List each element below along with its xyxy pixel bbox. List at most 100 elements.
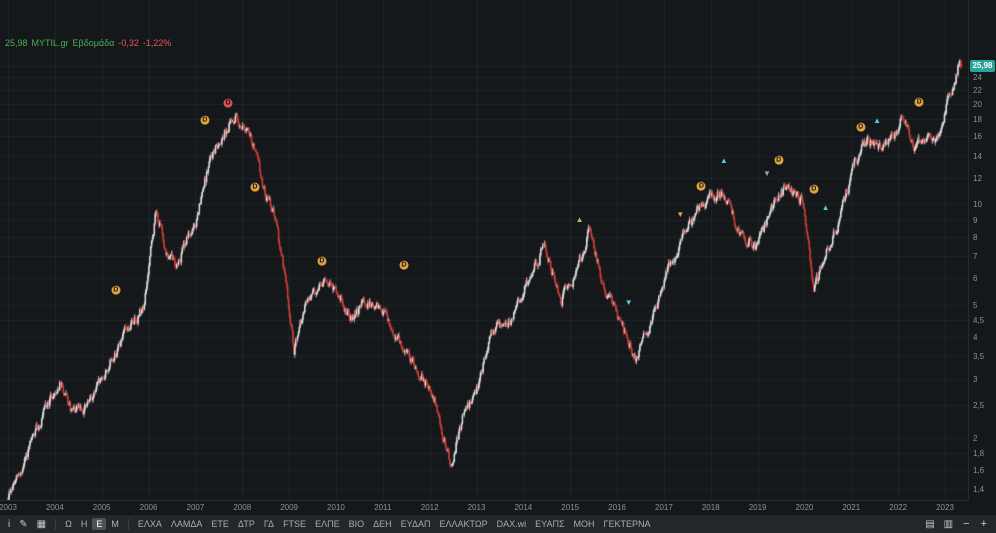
signal-arrow-marker[interactable]: ▼ [624, 297, 633, 307]
price-axis-label: 2,5 [973, 401, 985, 411]
dividend-marker[interactable]: D [250, 182, 260, 192]
legend-change-percent: -1,22% [142, 38, 172, 48]
time-axis-label: 2022 [889, 503, 908, 512]
price-axis[interactable]: 25,98 262422201816141210987654,543,532,5… [968, 0, 996, 501]
chart-area[interactable]: D D D D D D ▲ ▼ ▼ D ▲ ▼ D D ▲ D ▲ D 25,98 MYTIL.gr Εβδομάδα… [0, 0, 996, 515]
bottom-toolbar: i ✎ ▦ Ω Η Ε Μ ΕΛΧΑ ΛΑΜΔΑ ΕΤΕ ΔΤΡ ΓΔ FTSE ΕΛΠΕ ΒΙΟ ΔΕΗ ΕΥ… [0, 514, 996, 533]
time-axis-label: 2004 [45, 503, 64, 512]
price-axis-label: 3,5 [973, 352, 985, 362]
legend-symbol-name[interactable]: MYTIL.gr [31, 38, 69, 48]
watchlist-item-1[interactable]: ΛΑΜΔΑ [170, 519, 203, 529]
dividend-marker[interactable]: D [914, 97, 924, 107]
price-axis-label: 10 [973, 200, 982, 210]
draw-icon[interactable]: ✎ [19, 518, 28, 530]
toolbar-divider [127, 518, 129, 530]
time-axis-label: 2020 [795, 503, 814, 512]
watchlist-item-0[interactable]: ΕΛΧΑ [137, 519, 162, 529]
dividend-marker[interactable]: D [399, 260, 409, 270]
time-axis-label: 2019 [748, 503, 767, 512]
price-axis-label: 4,5 [973, 316, 985, 326]
info-icon[interactable]: i [8, 518, 11, 530]
signal-arrow-marker[interactable]: ▲ [821, 203, 830, 213]
legend-last-price: 25,98 [5, 38, 28, 48]
price-axis-label: 1,4 [973, 485, 985, 495]
price-axis-label: 2 [973, 433, 978, 443]
time-axis-label: 2011 [374, 503, 392, 512]
signal-arrow-marker[interactable]: ▲ [873, 115, 882, 125]
time-axis-label: 2013 [467, 503, 486, 512]
watchlist-item-9[interactable]: ΕΥΔΑΠ [400, 519, 431, 529]
dividend-marker[interactable]: D [317, 256, 327, 266]
dividend-marker[interactable]: D [111, 285, 121, 295]
toolbar-divider [55, 518, 57, 530]
time-axis-label: 2006 [139, 503, 158, 512]
chart-style-icon[interactable]: ▥ [943, 518, 954, 530]
watchlist-item-14[interactable]: ΓΕΚΤΕΡΝΑ [603, 519, 651, 529]
price-axis-label: 5 [973, 300, 978, 310]
price-axis-label: 6 [973, 274, 978, 284]
price-axis-label: 7 [973, 252, 978, 262]
time-axis-label: 2008 [233, 503, 252, 512]
time-axis-label: 2017 [654, 503, 673, 512]
price-axis-label: 4 [973, 333, 978, 343]
dividend-marker[interactable]: D [223, 98, 233, 108]
watchlist-item-13[interactable]: ΜΟΗ [573, 519, 595, 529]
price-axis-label: 16 [973, 132, 982, 142]
watchlist-item-7[interactable]: ΒΙΟ [348, 519, 365, 529]
price-axis-label: 12 [973, 173, 982, 183]
dividend-marker[interactable]: D [200, 115, 210, 125]
time-axis-label: 2003 [0, 503, 17, 512]
watchlist-item-5[interactable]: FTSE [283, 519, 307, 529]
watchlist-item-12[interactable]: ΕΥΑΠΣ [535, 519, 565, 529]
dividend-marker[interactable]: D [696, 181, 706, 191]
watchlist-item-4[interactable]: ΓΔ [263, 519, 275, 529]
price-axis-label: 9 [973, 215, 978, 225]
timeframe-button-Ω[interactable]: Ω [65, 519, 72, 529]
dividend-marker[interactable]: D [809, 184, 819, 194]
signal-arrow-marker[interactable]: ▼ [763, 168, 771, 178]
watchlist-item-6[interactable]: ΕΛΠΕ [315, 519, 340, 529]
legend-change: -0,32 [118, 38, 139, 48]
price-axis-label: 1,6 [973, 465, 985, 475]
watchlist-item-8[interactable]: ΔΕΗ [373, 519, 392, 529]
time-axis[interactable]: 2003 2004 2005 2006 2007 2008 2009 2010 2011 2012… [0, 500, 969, 515]
legend-timeframe: Εβδομάδα [72, 38, 115, 48]
time-axis-label: 2010 [327, 503, 345, 512]
time-axis-label: 2014 [514, 503, 533, 512]
watchlist-item-11[interactable]: DAX.wi [496, 519, 527, 529]
time-axis-label: 2007 [186, 503, 205, 512]
dividend-marker[interactable]: D [856, 122, 866, 132]
time-axis-label: 2023 [936, 503, 954, 512]
candlestick-chart-canvas[interactable] [0, 0, 969, 501]
dividend-marker[interactable]: D [774, 155, 784, 165]
price-axis-label: 18 [973, 115, 982, 125]
watchlist-item-10[interactable]: ΕΛΛΑΚΤΩΡ [439, 519, 488, 529]
layout-grid-icon[interactable]: ▦ [36, 518, 47, 530]
time-axis-label: 2016 [608, 503, 626, 512]
timeframe-button-Μ[interactable]: Μ [111, 519, 119, 529]
chart-event-markers: D D D D D D ▲ ▼ ▼ D ▲ ▼ D D ▲ D ▲ D [111, 97, 924, 307]
zoom-in-button[interactable]: + [980, 518, 987, 530]
time-axis-label: 2018 [701, 503, 720, 512]
price-axis-label: 24 [973, 73, 982, 83]
time-axis-label: 2021 [842, 503, 861, 512]
zoom-out-button[interactable]: − [963, 518, 970, 530]
price-axis-label: 22 [973, 86, 982, 96]
watchlist-item-3[interactable]: ΔΤΡ [237, 519, 255, 529]
timeframe-button-Η[interactable]: Η [80, 519, 88, 529]
time-axis-label: 2012 [420, 503, 439, 512]
watchlist-item-2[interactable]: ΕΤΕ [211, 519, 229, 529]
panels-icon[interactable]: ▤ [925, 518, 935, 530]
time-axis-label: 2005 [92, 503, 111, 512]
signal-arrow-marker[interactable]: ▲ [719, 156, 728, 166]
signal-arrow-marker[interactable]: ▲ [575, 214, 584, 224]
signal-arrow-marker[interactable]: ▼ [676, 209, 685, 219]
price-axis-label: 20 [973, 99, 982, 109]
symbol-legend: 25,98 MYTIL.gr Εβδομάδα -0,32 -1,22% [5, 38, 175, 48]
time-axis-label: 2009 [280, 503, 298, 512]
time-axis-label: 2015 [561, 503, 580, 512]
timeframe-button-Ε[interactable]: Ε [92, 518, 107, 530]
price-axis-label: 3 [973, 374, 978, 384]
last-price-badge: 25,98 [970, 60, 995, 72]
